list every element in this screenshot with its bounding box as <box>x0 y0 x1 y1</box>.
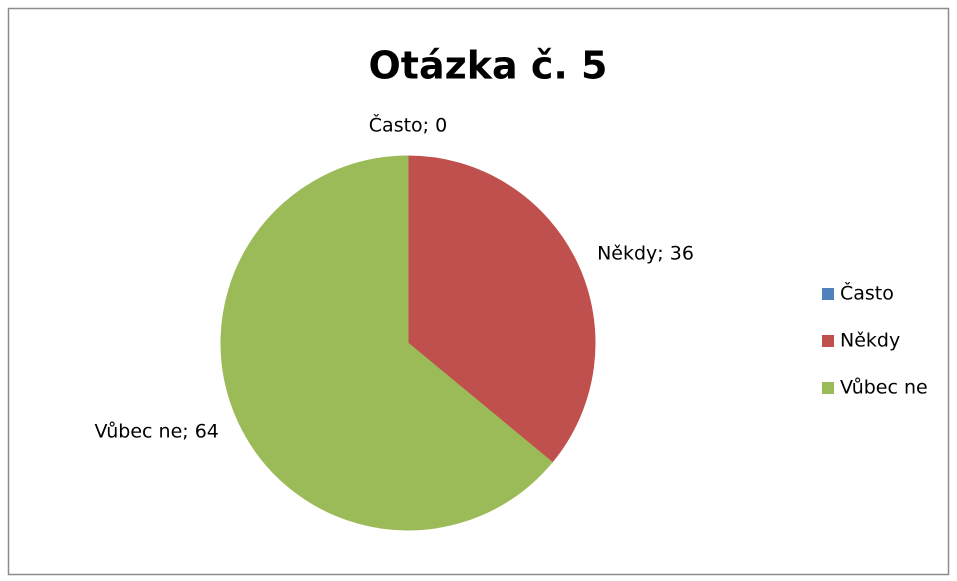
legend-swatch <box>822 382 834 394</box>
data-label: Vůbec ne; 64 <box>95 420 219 442</box>
chart-title: Otázka č. 5 <box>368 44 607 88</box>
legend-swatch <box>822 288 834 300</box>
data-label: Někdy; 36 <box>597 243 694 265</box>
legend-label: Vůbec ne <box>840 377 928 399</box>
pie-slice <box>407 155 596 463</box>
legend-swatch <box>822 335 834 347</box>
legend-label: Často <box>840 281 894 305</box>
data-label: Často; 0 <box>369 113 447 137</box>
legend-label: Někdy <box>840 330 900 352</box>
pie-slice <box>220 155 553 531</box>
